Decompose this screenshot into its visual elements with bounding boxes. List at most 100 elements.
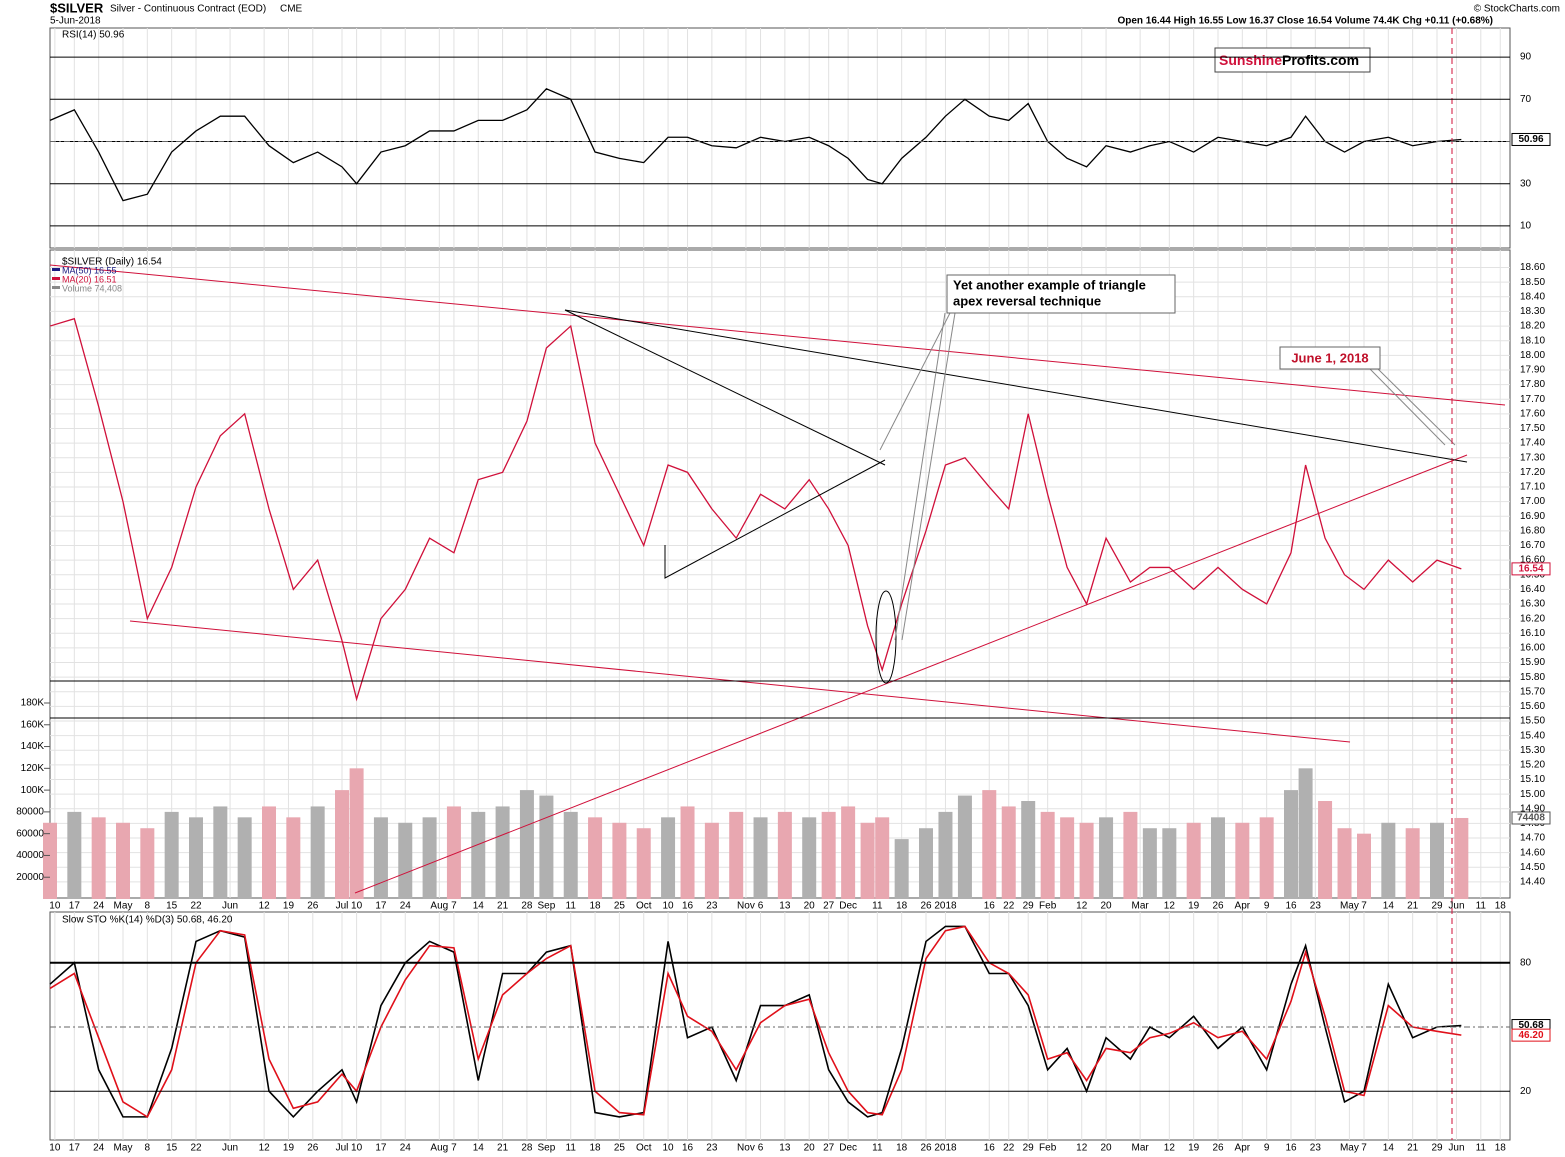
x-tick-label: 6 bbox=[758, 1143, 764, 1154]
x-tick-label: 10 bbox=[351, 901, 363, 912]
y-tick-label: 80000 bbox=[16, 807, 44, 818]
x-tick-label: 11 bbox=[566, 1143, 577, 1154]
volume-bar bbox=[91, 817, 106, 899]
y-tick-label: 140K bbox=[21, 741, 45, 752]
x-tick-label: Oct bbox=[636, 901, 652, 912]
x-tick-label: May bbox=[1340, 1143, 1359, 1154]
x-tick-label: 17 bbox=[69, 1143, 81, 1154]
x-tick-label: 23 bbox=[706, 901, 718, 912]
x-tick-label: 29 bbox=[1431, 1143, 1443, 1154]
y-tick-label: 17.90 bbox=[1520, 365, 1545, 376]
x-tick-label: Jul bbox=[336, 901, 349, 912]
logo: SunshineProfits.com bbox=[1219, 52, 1359, 68]
trendline bbox=[354, 454, 1468, 894]
x-tick-label: 29 bbox=[1431, 901, 1443, 912]
volume-bar bbox=[802, 817, 817, 899]
volume-bar bbox=[680, 806, 695, 899]
data-line bbox=[49, 87, 1462, 202]
x-tick-label: 19 bbox=[1188, 1143, 1200, 1154]
y-tick-label: 17.20 bbox=[1520, 467, 1545, 478]
highlight-ellipse bbox=[875, 590, 897, 684]
x-tick-label: 26 bbox=[1212, 901, 1224, 912]
x-tick-label: Sep bbox=[538, 1143, 556, 1154]
y-tick-label: 16.60 bbox=[1520, 555, 1545, 566]
x-tick-label: 11 bbox=[1476, 901, 1487, 912]
annotation: Yet another example of triangle bbox=[953, 277, 1146, 292]
legend-swatch bbox=[52, 277, 60, 280]
x-tick-label: 27 bbox=[823, 1143, 835, 1154]
value-tag: 46.20 bbox=[1518, 1030, 1543, 1041]
x-tick-label: 12 bbox=[259, 901, 271, 912]
x-tick-label: 21 bbox=[497, 901, 509, 912]
volume-bar bbox=[1060, 817, 1075, 899]
x-tick-label: 6 bbox=[758, 901, 764, 912]
symbol: $SILVER bbox=[50, 0, 104, 15]
annotation-box bbox=[1279, 346, 1381, 370]
y-tick-label: 15.10 bbox=[1520, 774, 1545, 785]
x-tick-label: 7 bbox=[1361, 901, 1367, 912]
x-tick-label: 15 bbox=[166, 901, 178, 912]
x-tick-label: 2018 bbox=[934, 1143, 957, 1154]
x-tick-label: 23 bbox=[1310, 901, 1322, 912]
volume-bar bbox=[1318, 801, 1333, 899]
volume-bar bbox=[1284, 790, 1298, 899]
stoch-panel bbox=[49, 911, 1511, 1141]
y-tick-label: 14.40 bbox=[1520, 877, 1545, 888]
volume-bar bbox=[1298, 768, 1313, 899]
y-tick-label: 100K bbox=[21, 785, 45, 796]
trendline bbox=[564, 309, 886, 466]
volume-bar bbox=[729, 811, 744, 899]
x-tick-label: 8 bbox=[145, 901, 151, 912]
volume-bar bbox=[67, 811, 82, 899]
x-tick-label: 22 bbox=[190, 1143, 202, 1154]
value-tag: 50.68 bbox=[1518, 1020, 1543, 1031]
panel-title: $SILVER (Daily) 16.54 bbox=[62, 257, 162, 268]
x-tick-label: May bbox=[114, 1143, 133, 1154]
y-tick-label: 16.10 bbox=[1520, 628, 1545, 639]
x-tick-label: 23 bbox=[706, 1143, 718, 1154]
volume-bar bbox=[1337, 828, 1352, 899]
x-tick-label: 11 bbox=[566, 901, 577, 912]
y-tick-label: 17.10 bbox=[1520, 482, 1545, 493]
volume-bar bbox=[446, 806, 461, 899]
volume-bar bbox=[237, 817, 252, 899]
x-tick-label: 28 bbox=[521, 901, 533, 912]
annotation: apex reversal technique bbox=[953, 293, 1101, 308]
data-line bbox=[49, 925, 1462, 1119]
x-tick-label: 10 bbox=[49, 901, 61, 912]
value-tag: 50.96 bbox=[1518, 134, 1543, 145]
legend-label: MA(20) 16.51 bbox=[62, 274, 117, 284]
x-tick-label: 24 bbox=[93, 901, 105, 912]
y-tick-label: 20000 bbox=[16, 872, 44, 883]
panel-title: RSI(14) 50.96 bbox=[62, 30, 125, 41]
volume-bar bbox=[636, 828, 651, 899]
volume-bar bbox=[1162, 828, 1177, 899]
y-tick-label: 60000 bbox=[16, 828, 44, 839]
volume-bar bbox=[1235, 822, 1250, 899]
x-tick-label: 11 bbox=[872, 901, 883, 912]
volume-bar bbox=[286, 817, 301, 899]
x-tick-label: 16 bbox=[682, 1143, 694, 1154]
y-tick-label: 18.60 bbox=[1520, 262, 1545, 273]
volume-bar bbox=[894, 839, 909, 899]
volume-bar bbox=[1454, 817, 1469, 899]
x-tick-label: Oct bbox=[636, 1143, 652, 1154]
rsi-panel bbox=[49, 27, 1511, 249]
volume-bar bbox=[704, 822, 719, 899]
x-tick-label: 26 bbox=[920, 901, 932, 912]
volume-bar bbox=[982, 790, 997, 899]
x-tick-label: Sep bbox=[538, 901, 556, 912]
x-tick-label: 24 bbox=[400, 1143, 412, 1154]
y-tick-label: 18.40 bbox=[1520, 291, 1545, 302]
y-tick-label: 15.60 bbox=[1520, 701, 1545, 712]
volume-bar bbox=[821, 811, 836, 899]
volume-bar bbox=[43, 822, 57, 899]
x-tick-label: 10 bbox=[663, 901, 675, 912]
pointer bbox=[894, 312, 946, 641]
x-tick-label: 29 bbox=[1023, 901, 1035, 912]
x-tick-label: May bbox=[114, 901, 133, 912]
volume-bar bbox=[140, 828, 155, 899]
x-tick-label: Jun bbox=[222, 1143, 238, 1154]
